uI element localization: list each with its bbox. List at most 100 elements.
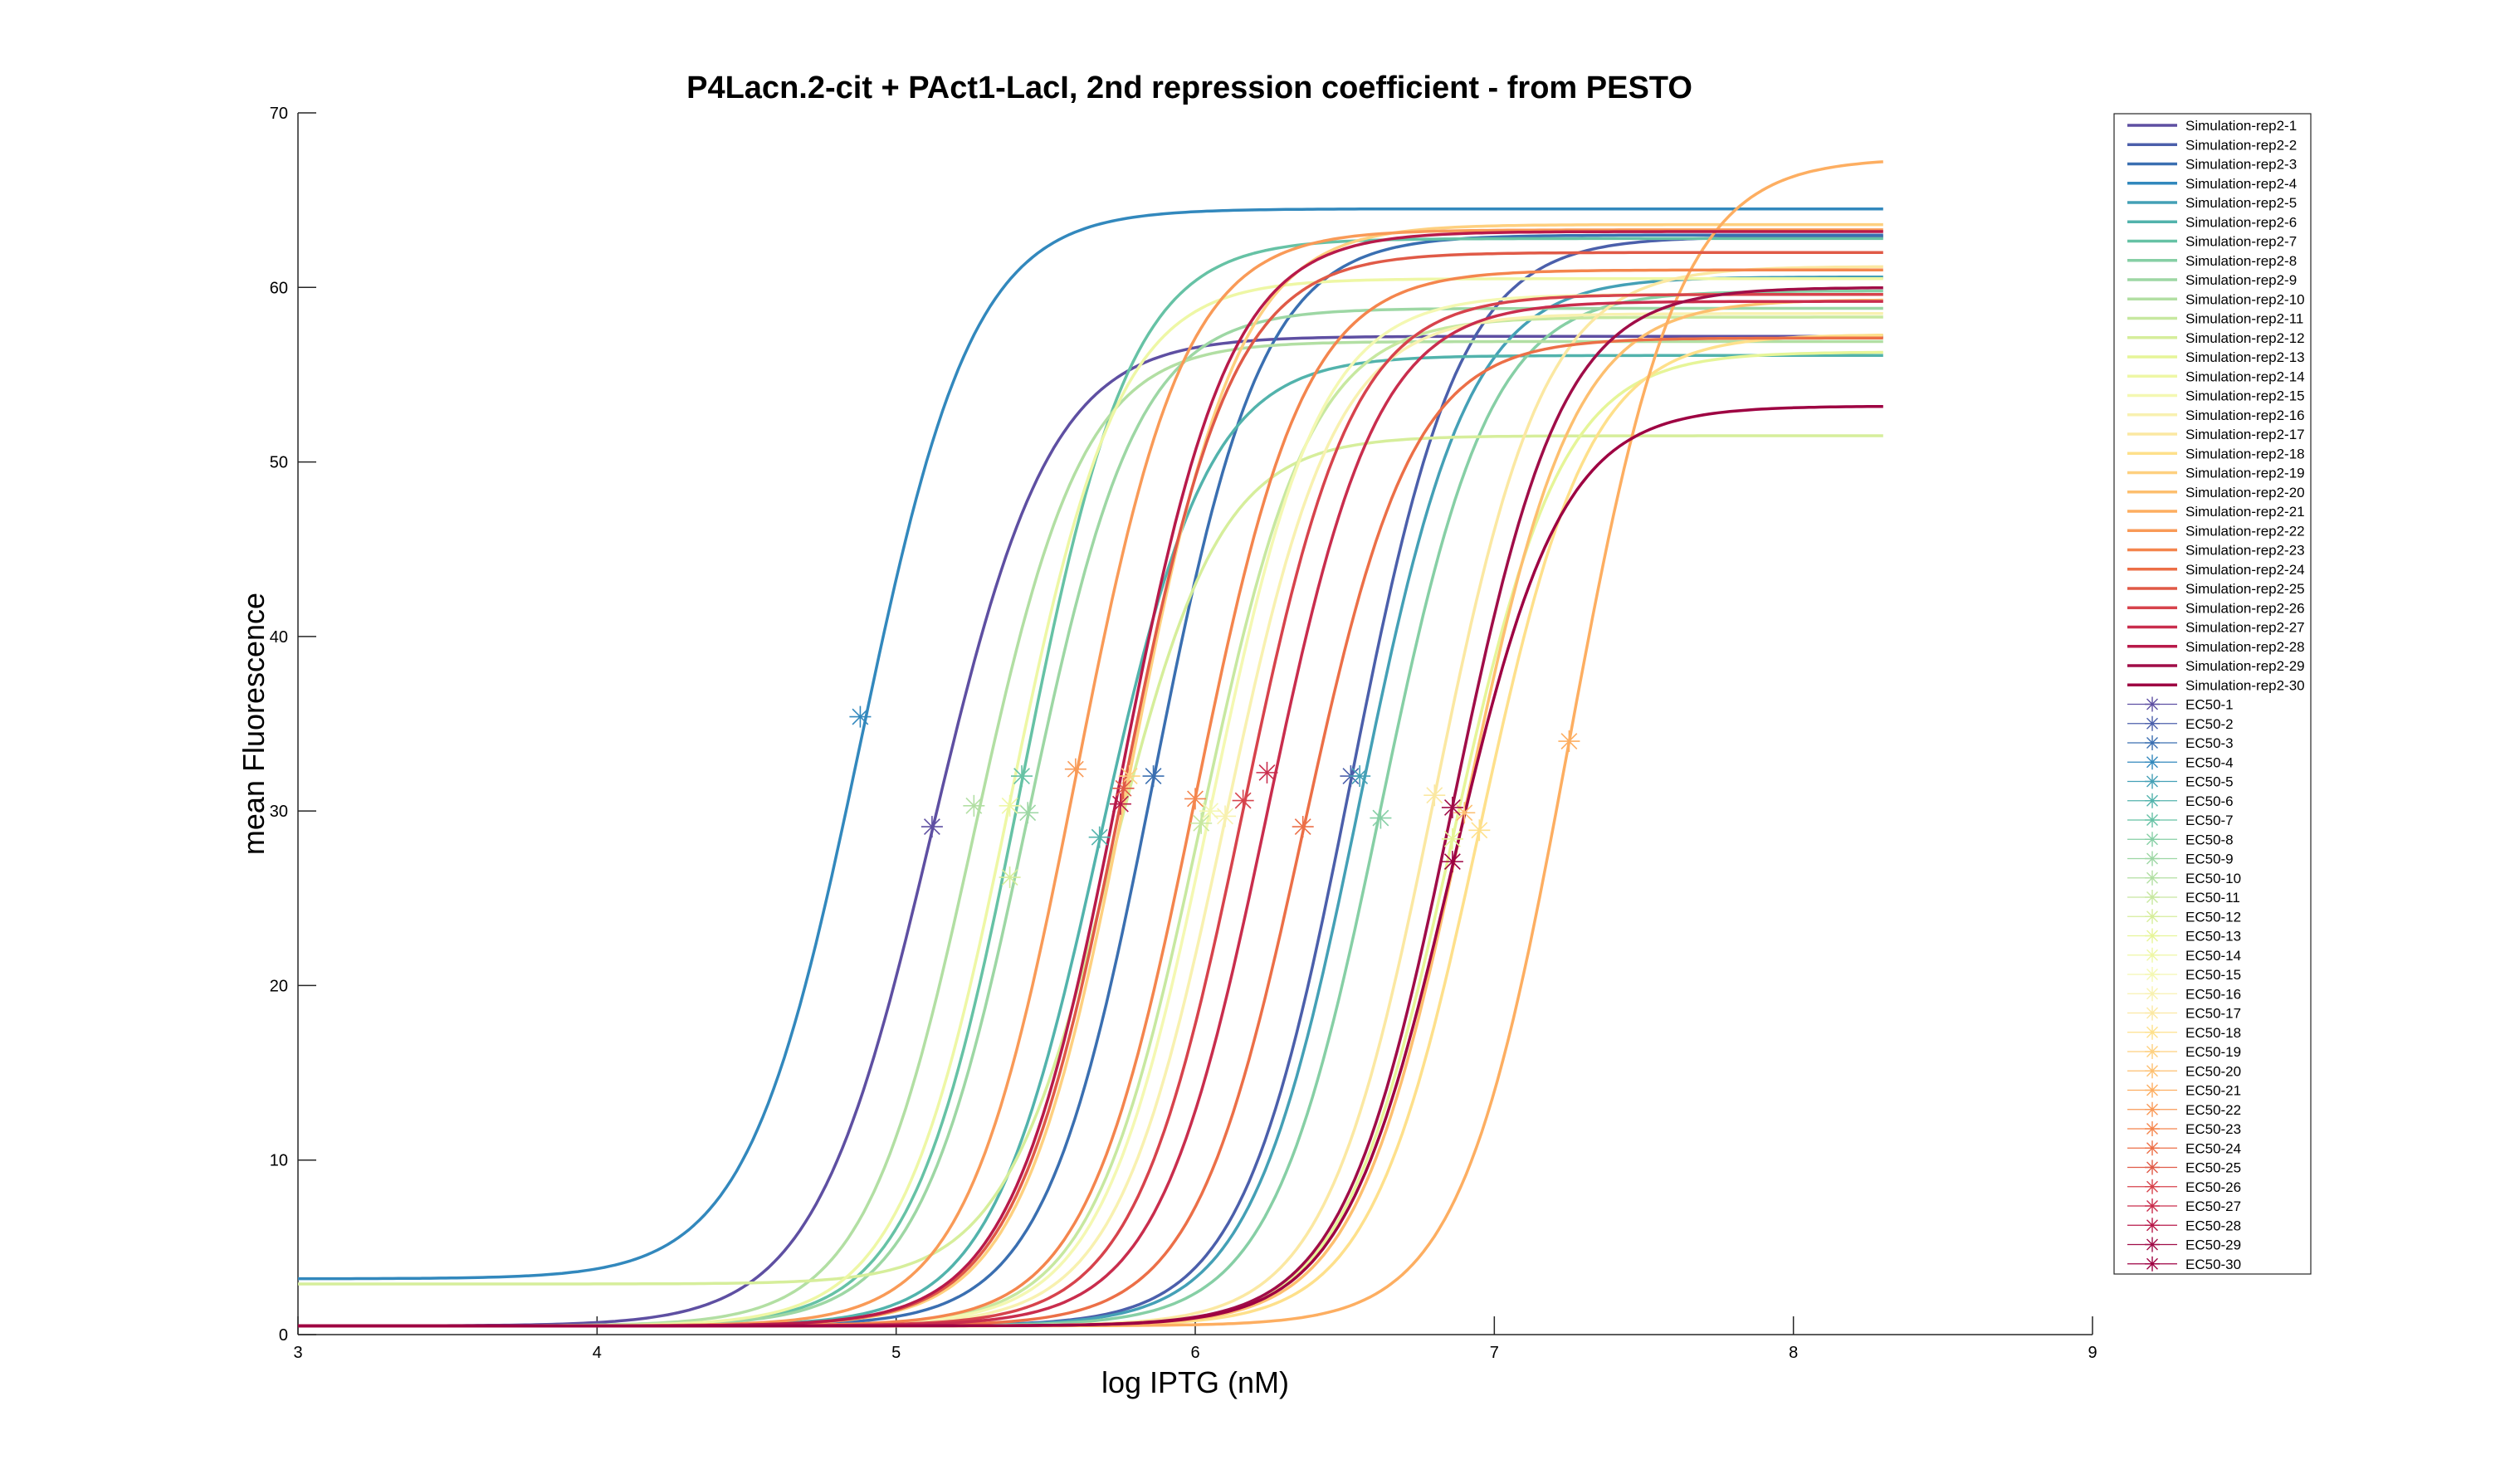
legend-item: Simulation-rep2-21 <box>2127 504 2305 520</box>
marker-stroke <box>2146 871 2158 884</box>
y-axis-label: mean Fluorescence <box>237 593 271 855</box>
legend-item: Simulation-rep2-15 <box>2127 388 2305 404</box>
legend-item: Simulation-rep2-8 <box>2127 253 2297 269</box>
legend-label: EC50-22 <box>2185 1102 2241 1118</box>
marker-stroke <box>2146 1026 2158 1038</box>
legend-item: EC50-14 <box>2127 947 2241 964</box>
legend-label: EC50-8 <box>2185 832 2234 847</box>
legend-item: Simulation-rep2-30 <box>2127 677 2305 693</box>
marker-stroke <box>1091 828 1108 846</box>
legend-label: EC50-17 <box>2185 1006 2241 1022</box>
marker-stroke <box>2146 1084 2158 1096</box>
legend-item: Simulation-rep2-1 <box>2127 118 2297 134</box>
legend-label: Simulation-rep2-10 <box>2185 291 2305 307</box>
ec50-marker <box>1558 730 1580 753</box>
legend-item: Simulation-rep2-13 <box>2127 349 2305 365</box>
x-axis-label: log IPTG (nM) <box>1101 1365 1289 1399</box>
x-tick-label: 3 <box>293 1344 302 1362</box>
marker-stroke <box>2146 814 2158 826</box>
marker-stroke <box>1121 768 1138 785</box>
marker-stroke <box>1258 764 1276 781</box>
marker-stroke <box>1443 853 1461 871</box>
legend-item: Simulation-rep2-12 <box>2127 330 2305 346</box>
legend-item: EC50-10 <box>2127 870 2241 886</box>
legend-label: EC50-16 <box>2185 986 2241 1002</box>
legend-item: Simulation-rep2-18 <box>2127 446 2305 461</box>
legend-item: EC50-2 <box>2127 715 2234 732</box>
legend-item: Simulation-rep2-14 <box>2127 369 2305 384</box>
marker-stroke <box>1145 768 1162 785</box>
marker-stroke <box>1202 803 1218 820</box>
marker-stroke <box>965 797 983 814</box>
y-tick-label: 0 <box>279 1326 288 1345</box>
legend-item: EC50-22 <box>2127 1101 2241 1118</box>
legend-item: EC50-12 <box>2127 909 2241 925</box>
legend-label: Simulation-rep2-8 <box>2185 253 2297 269</box>
marker-stroke <box>2146 930 2158 942</box>
marker-stroke <box>2146 1065 2158 1077</box>
x-tick-label: 5 <box>891 1344 901 1362</box>
x-tick-label: 4 <box>593 1344 602 1362</box>
marker-stroke <box>852 708 869 725</box>
legend-item: Simulation-rep2-5 <box>2127 195 2297 211</box>
legend-items: Simulation-rep2-1 Simulation-rep2-2 Simula… <box>2127 118 2305 1272</box>
legend-item: Simulation-rep2-10 <box>2127 291 2305 307</box>
legend-label: EC50-7 <box>2185 813 2234 828</box>
legend-label: Simulation-rep2-14 <box>2185 369 2305 384</box>
ec50-marker <box>1199 800 1222 823</box>
legend-label: EC50-11 <box>2185 890 2240 906</box>
legend-item: Simulation-rep2-25 <box>2127 581 2305 597</box>
series-line <box>298 404 1883 1328</box>
legend-item: EC50-29 <box>2127 1237 2241 1253</box>
marker-stroke <box>1019 804 1037 822</box>
legend-item: EC50-11 <box>2127 890 2240 906</box>
marker-stroke <box>1217 808 1233 825</box>
series-line <box>298 207 1883 1281</box>
legend-label: EC50-23 <box>2185 1121 2241 1137</box>
marker-stroke <box>2146 756 2158 769</box>
marker-stroke <box>2146 775 2158 788</box>
marker-stroke <box>1351 768 1369 785</box>
chart-title: P4Lacn.2-cit + PAct1-LacI, 2nd repressio… <box>686 71 1692 105</box>
marker-stroke <box>1426 787 1443 804</box>
y-tick-label: 70 <box>270 105 288 123</box>
legend-label: EC50-20 <box>2185 1063 2241 1079</box>
legend-label: Simulation-rep2-17 <box>2185 427 2305 442</box>
legend-label: Simulation-rep2-16 <box>2185 408 2305 423</box>
x-tick-label: 9 <box>2088 1344 2097 1362</box>
legend-item: Simulation-rep2-9 <box>2127 272 2297 288</box>
legend-label: EC50-15 <box>2185 967 2241 983</box>
ec50-marker <box>999 866 1021 889</box>
legend-item: Simulation-rep2-7 <box>2127 234 2297 250</box>
marker-stroke <box>1471 822 1488 839</box>
legend-item: EC50-15 <box>2127 967 2241 983</box>
legend-label: Simulation-rep2-1 <box>2185 118 2297 134</box>
legend-label: Simulation-rep2-4 <box>2185 176 2297 192</box>
legend-label: Simulation-rep2-6 <box>2185 214 2297 230</box>
marker-stroke <box>1067 760 1084 778</box>
y-tick-label: 20 <box>270 977 288 995</box>
ec50-marker <box>1370 807 1392 829</box>
curves <box>298 160 1883 1328</box>
legend-item: EC50-21 <box>2127 1082 2241 1099</box>
legend-label: Simulation-rep2-3 <box>2185 157 2297 173</box>
marker-stroke <box>2146 833 2158 846</box>
marker-stroke <box>1443 799 1461 816</box>
legend-item: EC50-30 <box>2127 1256 2241 1272</box>
legend-item: EC50-25 <box>2127 1159 2241 1176</box>
ec50-marker <box>1292 816 1314 838</box>
ec50-marker <box>1441 796 1463 818</box>
legend-item: EC50-4 <box>2127 754 2234 770</box>
ec50-marker <box>1118 765 1140 788</box>
legend-item: EC50-8 <box>2127 832 2234 847</box>
legend-label: EC50-21 <box>2185 1083 2241 1099</box>
marker-stroke <box>1372 809 1389 827</box>
ec50-marker <box>1423 784 1446 807</box>
legend-label: EC50-9 <box>2185 852 2234 867</box>
legend-item: Simulation-rep2-28 <box>2127 639 2305 655</box>
ec50-marker <box>1184 788 1206 810</box>
ec50-marker <box>1142 765 1165 788</box>
legend-item: EC50-16 <box>2127 986 2241 1002</box>
legend-label: Simulation-rep2-2 <box>2185 137 2297 153</box>
